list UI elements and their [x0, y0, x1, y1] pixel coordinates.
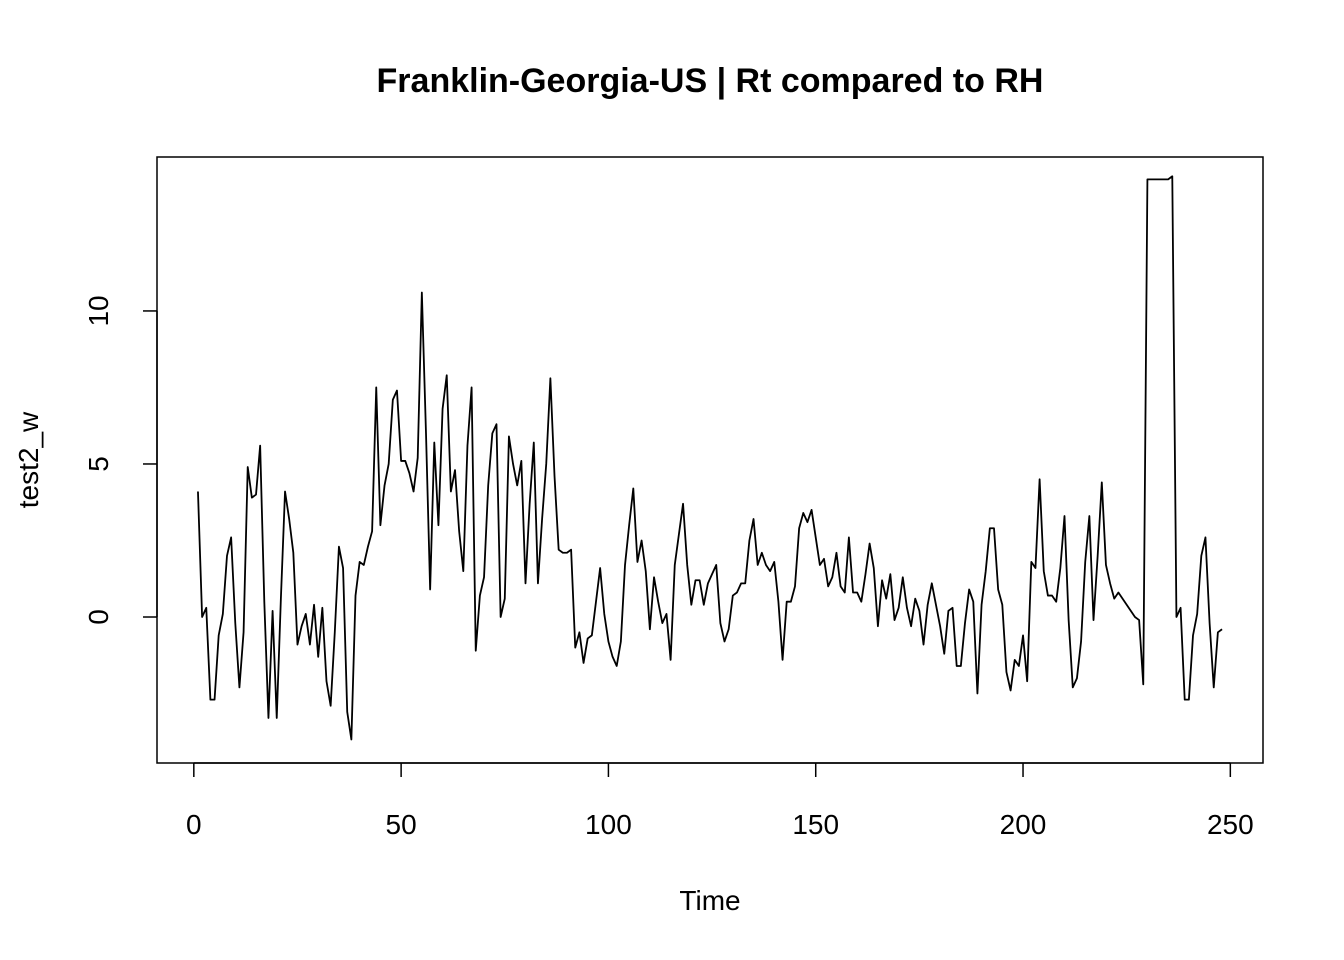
- y-tick-label: 5: [83, 456, 114, 472]
- x-tick-label: 150: [792, 809, 839, 840]
- x-tick-label: 50: [386, 809, 417, 840]
- y-axis-label: test2_w: [13, 411, 44, 508]
- data-line: [197, 175, 1223, 741]
- x-tick-label: 250: [1207, 809, 1254, 840]
- x-tick-label: 100: [585, 809, 632, 840]
- x-tick-label: 200: [1000, 809, 1047, 840]
- x-axis-label: Time: [679, 885, 740, 916]
- y-tick-label: 10: [83, 295, 114, 326]
- x-tick-label: 0: [186, 809, 202, 840]
- y-tick-label: 0: [83, 609, 114, 625]
- chart-title: Franklin-Georgia-US | Rt compared to RH: [377, 62, 1044, 100]
